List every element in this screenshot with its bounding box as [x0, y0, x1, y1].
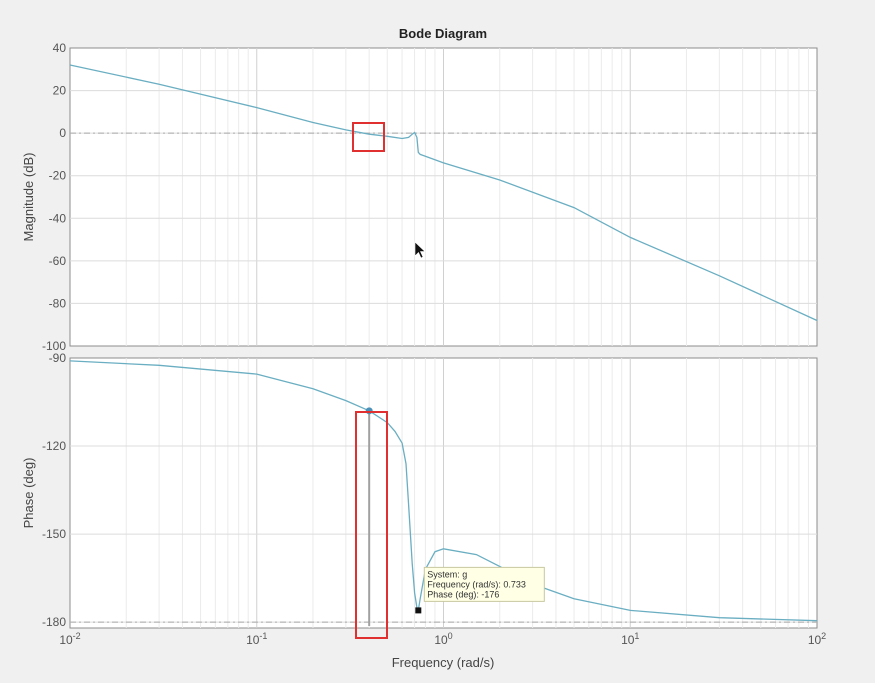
datatip-line-phase: Phase (deg): -176	[427, 589, 499, 599]
magnitude-ylabel: Magnitude (dB)	[21, 153, 36, 242]
magnitude-y-tick-label: -60	[49, 254, 67, 268]
magnitude-y-tick-label: 40	[53, 41, 67, 55]
magnitude-y-ticks: 40 20 0 -20 -40 -60 -80 -100	[42, 41, 66, 353]
datatip-box	[423, 566, 545, 602]
x-tick-label: 101	[621, 631, 639, 647]
magnitude-grid	[70, 48, 817, 346]
magnitude-series-line	[69, 64, 818, 322]
magnitude-y-tick-label: -80	[49, 296, 67, 310]
selected-point-marker[interactable]	[365, 407, 373, 415]
x-tick-label: 10-2	[59, 631, 80, 647]
magnitude-y-tick-label: -20	[49, 169, 67, 183]
phase-grid	[70, 358, 817, 628]
phase-y-tick-label: -150	[42, 527, 66, 541]
datatip-line-system: System: g	[427, 569, 467, 579]
chart-title: Bode Diagram	[399, 26, 487, 41]
magnitude-y-tick-label: -100	[42, 339, 66, 353]
x-tick-label: 102	[808, 631, 826, 647]
datatip-line-frequency: Frequency (rad/s): 0.733	[427, 579, 526, 589]
datatip[interactable]: System: g Frequency (rad/s): 0.733 Phase…	[415, 566, 545, 614]
x-tick-labels: 10-2 10-1 100 101 102	[59, 631, 826, 647]
magnitude-y-tick-label: -40	[49, 211, 67, 225]
highlight-box-magnitude-crossover	[352, 122, 385, 152]
phase-y-tick-label: -180	[42, 615, 66, 629]
mouse-cursor-icon	[414, 241, 426, 259]
highlight-box-phase-margin	[355, 411, 388, 639]
magnitude-y-tick-label: 20	[53, 84, 67, 98]
x-tick-label: 100	[434, 631, 452, 647]
x-axis-label: Frequency (rad/s)	[392, 655, 495, 670]
x-tick-label: 10-1	[246, 631, 267, 647]
phase-ylabel: Phase (deg)	[21, 458, 36, 529]
phase-y-tick-label: -120	[42, 439, 66, 453]
phase-y-ticks: -90 -120 -150 -180	[42, 351, 66, 629]
phase-y-tick-label: -90	[49, 351, 67, 365]
magnitude-y-tick-label: 0	[59, 126, 66, 140]
datatip-marker[interactable]	[415, 607, 422, 614]
